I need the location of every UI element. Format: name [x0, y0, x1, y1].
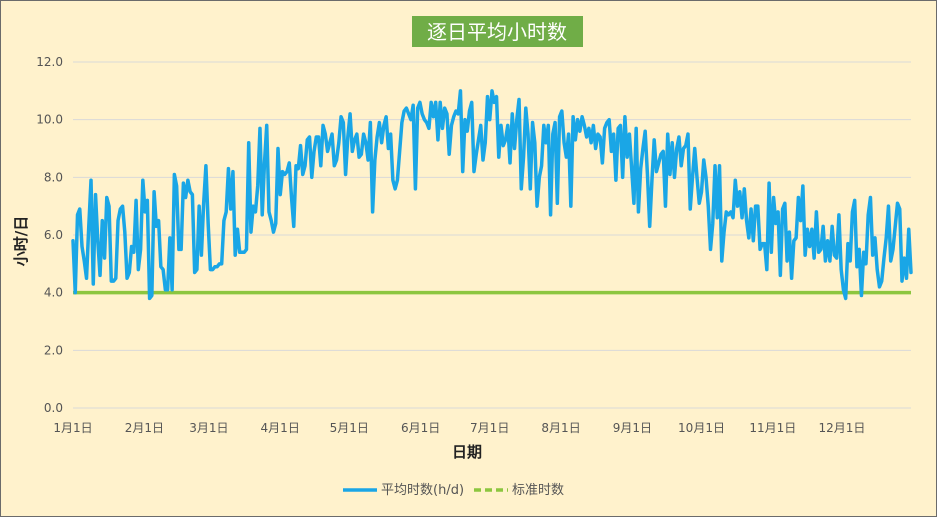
chart-title: 逐日平均小时数	[427, 20, 567, 44]
x-tick-label: 1月1日	[53, 421, 92, 435]
x-tick-label: 10月1日	[678, 421, 725, 435]
y-axis-title: 小时/日	[12, 216, 30, 266]
x-tick-label: 6月1日	[401, 421, 440, 435]
x-tick-label: 2月1日	[125, 421, 164, 435]
x-tick-label: 9月1日	[613, 421, 652, 435]
y-tick-label: 0.0	[44, 401, 63, 415]
y-tick-label: 6.0	[44, 228, 63, 242]
y-tick-label: 10.0	[36, 113, 63, 127]
series-layer	[71, 89, 913, 301]
x-axis-ticks: 1月1日 2月1日 3月1日 4月1日 5月1日 6月1日 7月1日 8月1日 9月1日 10月1…	[53, 421, 865, 435]
legend-label-average-hours: 平均时数(h/d)	[381, 483, 464, 498]
y-tick-label: 2.0	[44, 343, 63, 357]
y-tick-label: 12.0	[36, 55, 63, 69]
legend: 平均时数(h/d) 标准时数	[343, 483, 564, 498]
series-line-average-hours	[71, 89, 913, 301]
y-axis-ticks: 0.0 2.0 4.0 6.0 8.0 10.0 12.0	[36, 55, 63, 415]
chart-title-background	[412, 16, 583, 47]
x-tick-label: 11月1日	[749, 421, 796, 435]
x-tick-label: 5月1日	[330, 421, 369, 435]
x-tick-label: 12月1日	[818, 421, 865, 435]
x-tick-label: 7月1日	[470, 421, 509, 435]
x-tick-label: 4月1日	[261, 421, 300, 435]
y-tick-label: 4.0	[44, 286, 63, 300]
y-tick-label: 8.0	[44, 170, 63, 184]
x-tick-label: 3月1日	[189, 421, 228, 435]
x-axis-title: 日期	[452, 443, 482, 461]
legend-label-standard-hours: 标准时数	[512, 483, 564, 498]
x-tick-label: 8月1日	[541, 421, 580, 435]
